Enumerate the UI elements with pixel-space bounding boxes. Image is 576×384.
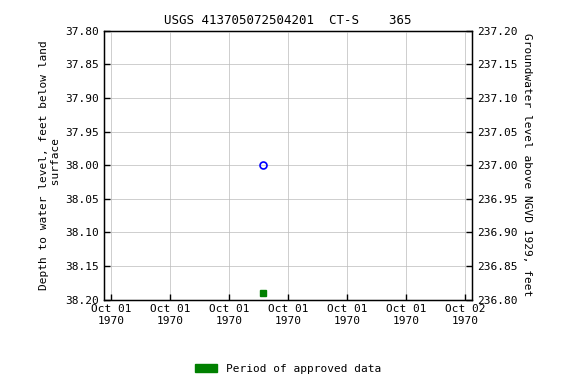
Title: USGS 413705072504201  CT-S    365: USGS 413705072504201 CT-S 365	[164, 14, 412, 27]
Y-axis label: Depth to water level, feet below land
 surface: Depth to water level, feet below land su…	[39, 40, 61, 290]
Legend: Period of approved data: Period of approved data	[191, 359, 385, 379]
Y-axis label: Groundwater level above NGVD 1929, feet: Groundwater level above NGVD 1929, feet	[522, 33, 532, 297]
